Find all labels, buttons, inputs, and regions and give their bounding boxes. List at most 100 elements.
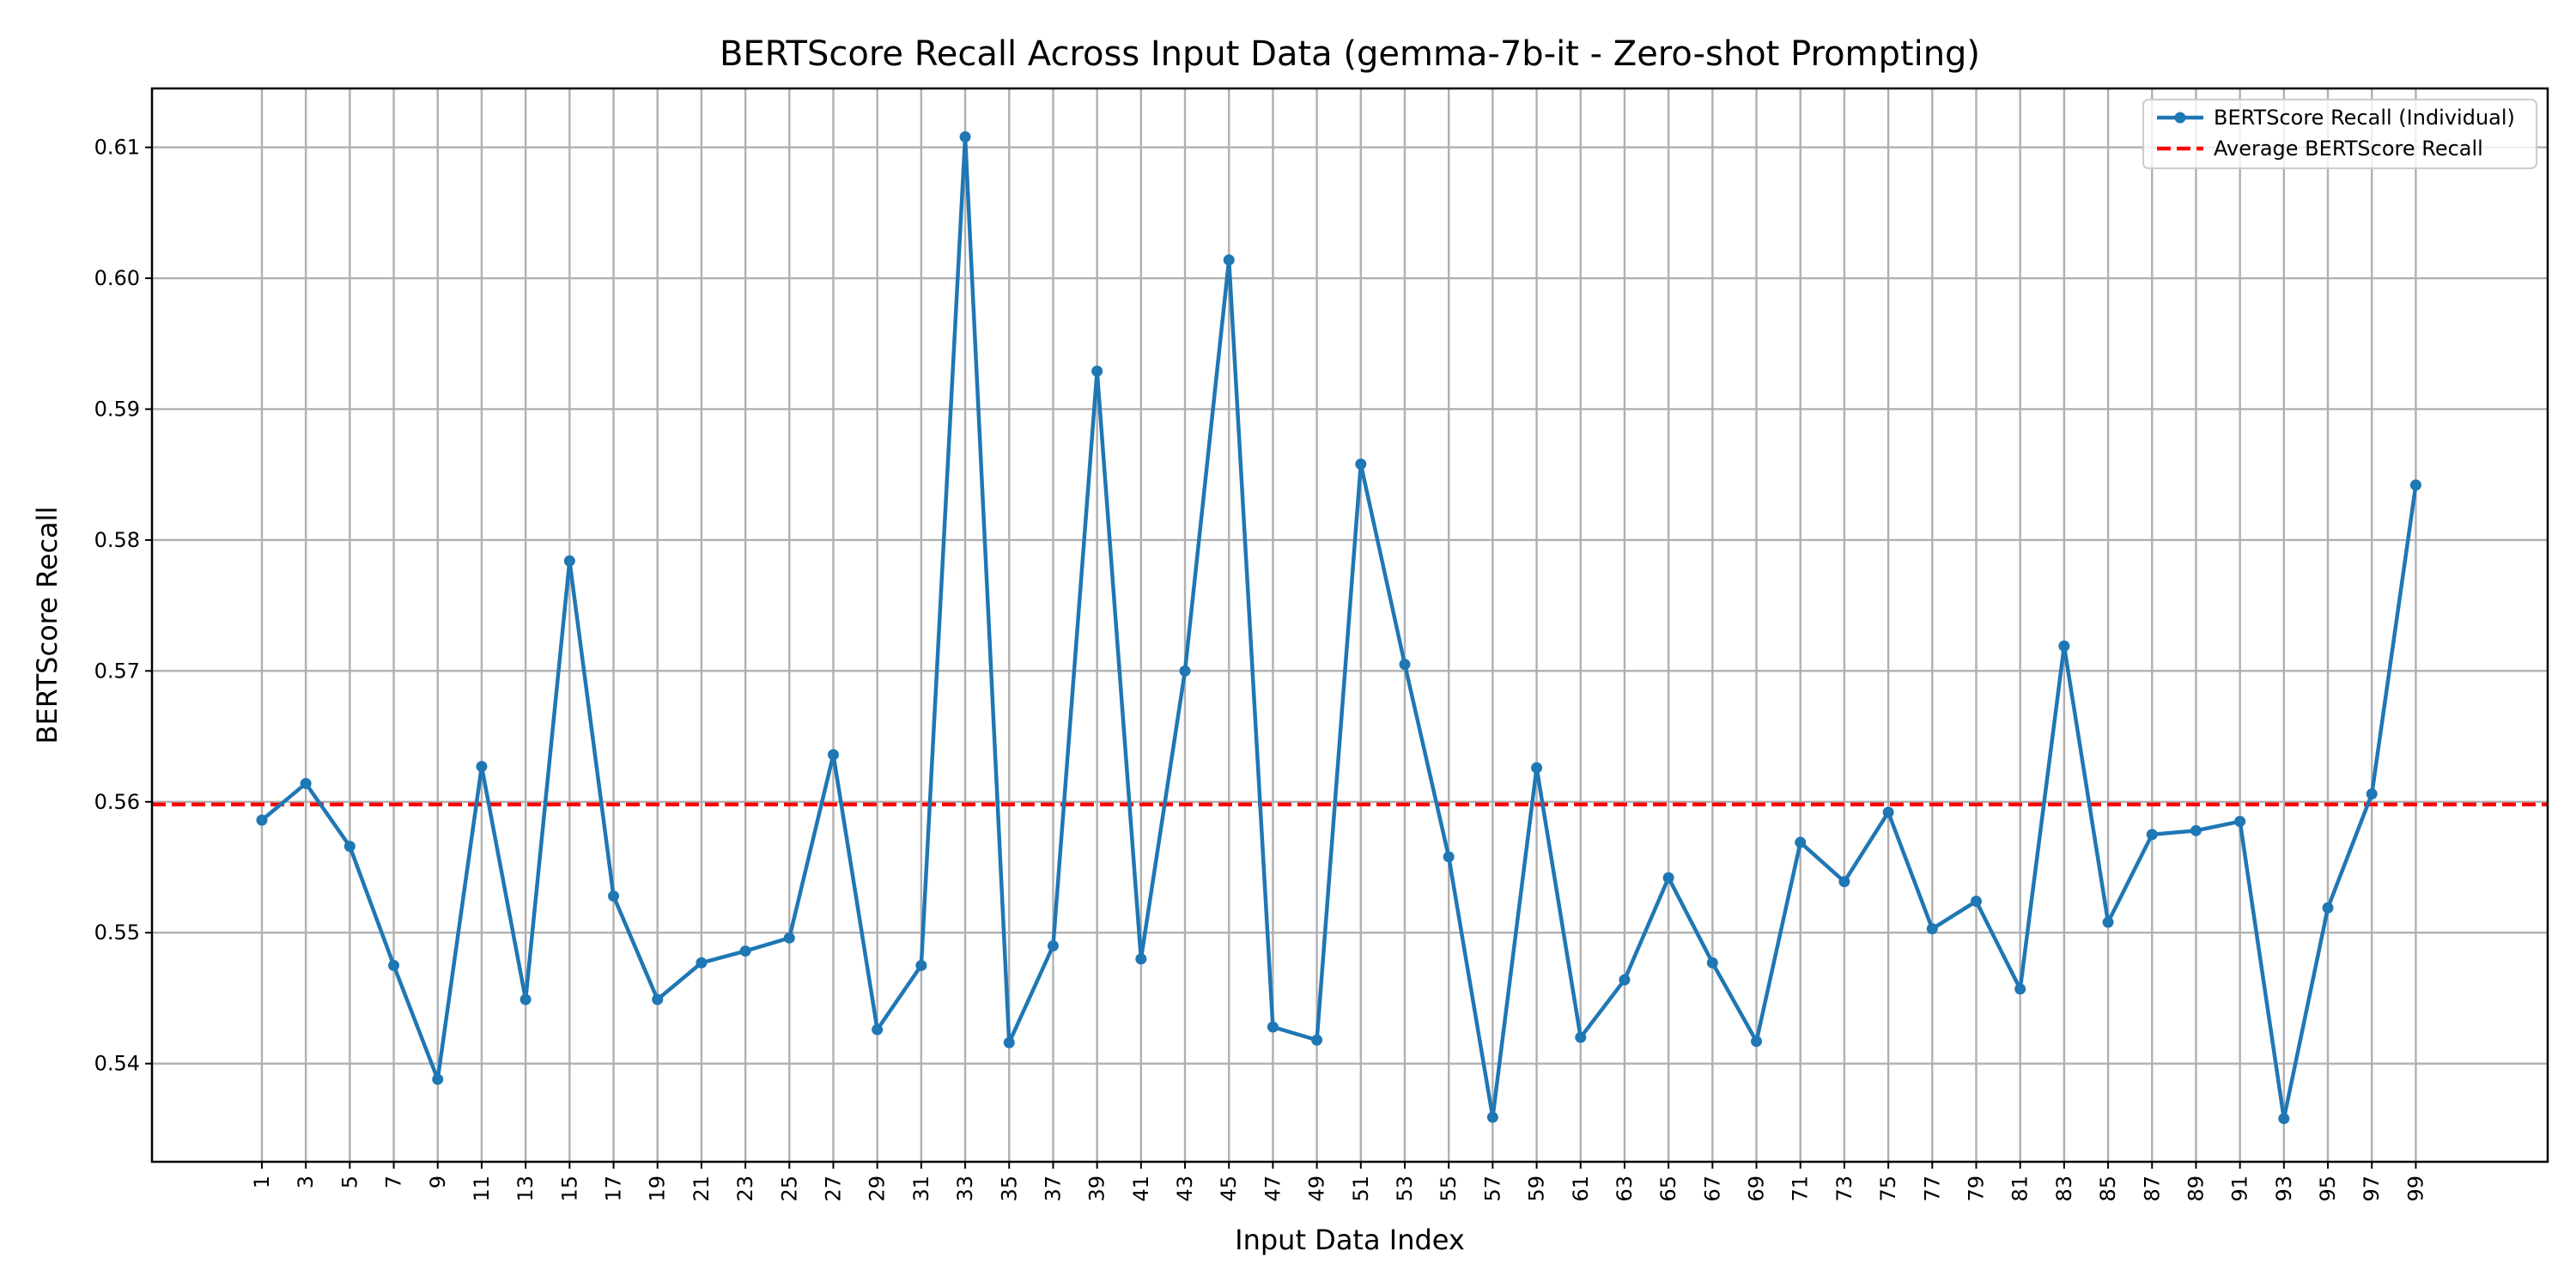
x-tick-label: 13 [513, 1176, 538, 1202]
x-tick-label: 69 [1745, 1176, 1769, 1202]
x-tick-label: 89 [2184, 1176, 2208, 1202]
y-tick-label: 0.55 [94, 920, 140, 945]
x-tick-label: 93 [2272, 1176, 2296, 1202]
x-tick-label: 3 [294, 1176, 318, 1188]
x-tick-label: 45 [1217, 1176, 1241, 1202]
x-tick-label: 1 [250, 1176, 274, 1188]
data-point [388, 959, 400, 971]
data-point [2190, 824, 2202, 836]
data-point [1091, 365, 1103, 377]
legend: BERTScore Recall (Individual) Average BE… [2142, 99, 2537, 169]
x-tick-label: 29 [866, 1176, 890, 1202]
x-tick-label: 27 [821, 1176, 845, 1202]
x-tick-label: 35 [997, 1176, 1021, 1202]
x-tick-label: 41 [1129, 1176, 1153, 1202]
x-tick-label: 85 [2096, 1176, 2120, 1202]
data-point [1179, 665, 1191, 677]
x-tick-label: 17 [602, 1176, 626, 1202]
data-point [563, 555, 575, 567]
data-point [1662, 872, 1674, 884]
data-point [2322, 902, 2334, 914]
x-tick-label: 67 [1700, 1176, 1724, 1202]
x-tick-label: 33 [953, 1176, 977, 1202]
x-tick-label: 47 [1261, 1176, 1285, 1202]
x-tick-label: 71 [1789, 1176, 1813, 1202]
data-point [1838, 876, 1850, 888]
x-tick-label: 19 [646, 1176, 670, 1202]
y-tick-label: 0.54 [94, 1052, 140, 1076]
data-point [1267, 1021, 1279, 1033]
data-point [1443, 851, 1455, 863]
y-axis-ticks: 0.54 0.55 0.56 0.57 0.58 0.59 0.60 0.61 [94, 136, 152, 1076]
legend-marker-individual [2174, 112, 2186, 124]
x-tick-label: 25 [777, 1176, 801, 1202]
data-point [300, 777, 312, 789]
x-tick-label: 59 [1525, 1176, 1549, 1202]
x-tick-label: 5 [337, 1176, 361, 1188]
data-point [1970, 896, 1982, 908]
data-point [476, 761, 488, 773]
x-tick-label: 79 [1964, 1176, 1988, 1202]
data-point [2146, 829, 2158, 841]
x-tick-label: 37 [1041, 1176, 1065, 1202]
data-point [1619, 974, 1631, 986]
y-tick-label: 0.57 [94, 659, 140, 683]
x-tick-label: 91 [2228, 1176, 2252, 1202]
x-tick-label: 63 [1613, 1176, 1637, 1202]
data-point [2014, 983, 2026, 995]
data-point [1531, 762, 1543, 774]
plot-frame [150, 87, 2549, 1163]
data-point [696, 957, 708, 969]
data-point [959, 131, 971, 143]
data-point [2409, 479, 2421, 491]
data-point [1751, 1036, 1763, 1048]
data-point [1047, 939, 1059, 951]
x-tick-label: 31 [909, 1176, 933, 1202]
x-tick-label: 75 [1876, 1176, 1900, 1202]
y-tick-label: 0.61 [94, 136, 140, 160]
x-tick-label: 57 [1480, 1176, 1504, 1202]
x-tick-label: 51 [1349, 1176, 1373, 1202]
data-point [827, 749, 839, 761]
x-tick-label: 73 [1832, 1176, 1856, 1202]
x-axis-label: Input Data Index [1235, 1224, 1465, 1256]
x-tick-label: 49 [1305, 1176, 1329, 1202]
x-tick-label: 61 [1569, 1176, 1593, 1202]
legend-label-average: Average BERTScore Recall [2214, 137, 2483, 161]
grid [152, 88, 2548, 1162]
x-tick-label: 9 [426, 1176, 450, 1188]
data-point [2366, 788, 2378, 800]
x-tick-label: 65 [1656, 1176, 1680, 1202]
data-point [1706, 957, 1718, 969]
series-layer [256, 131, 2421, 1125]
data-point [1135, 953, 1147, 965]
x-tick-label: 21 [690, 1176, 714, 1202]
data-point [2102, 916, 2114, 928]
y-tick-label: 0.59 [94, 397, 140, 421]
data-point [256, 814, 268, 826]
x-tick-label: 97 [2360, 1176, 2384, 1202]
x-axis-ticks: 1 3 5 7 9 11 13 15 17 19 21 23 25 27 29 31 33 35 37 39 41 43 4… [250, 1162, 2427, 1202]
data-point [519, 993, 532, 1005]
x-tick-label: 83 [2052, 1176, 2076, 1202]
data-point [739, 945, 751, 957]
data-point [872, 1024, 884, 1036]
x-tick-label: 87 [2140, 1176, 2164, 1202]
data-point [1575, 1031, 1587, 1043]
x-tick-label: 15 [557, 1176, 581, 1202]
data-point [915, 959, 927, 971]
legend-box [2142, 99, 2537, 169]
data-point [1399, 659, 1411, 671]
data-point [783, 932, 795, 944]
x-tick-label: 7 [382, 1176, 406, 1188]
data-point [1882, 806, 1894, 818]
series-line [260, 135, 2418, 1121]
data-point [652, 993, 664, 1005]
data-point [608, 890, 620, 902]
data-point [2234, 816, 2246, 828]
chart-title: BERTScore Recall Across Input Data (gemm… [720, 34, 1980, 74]
x-tick-label: 23 [733, 1176, 757, 1202]
data-point [432, 1073, 444, 1085]
data-point [1926, 923, 1938, 935]
